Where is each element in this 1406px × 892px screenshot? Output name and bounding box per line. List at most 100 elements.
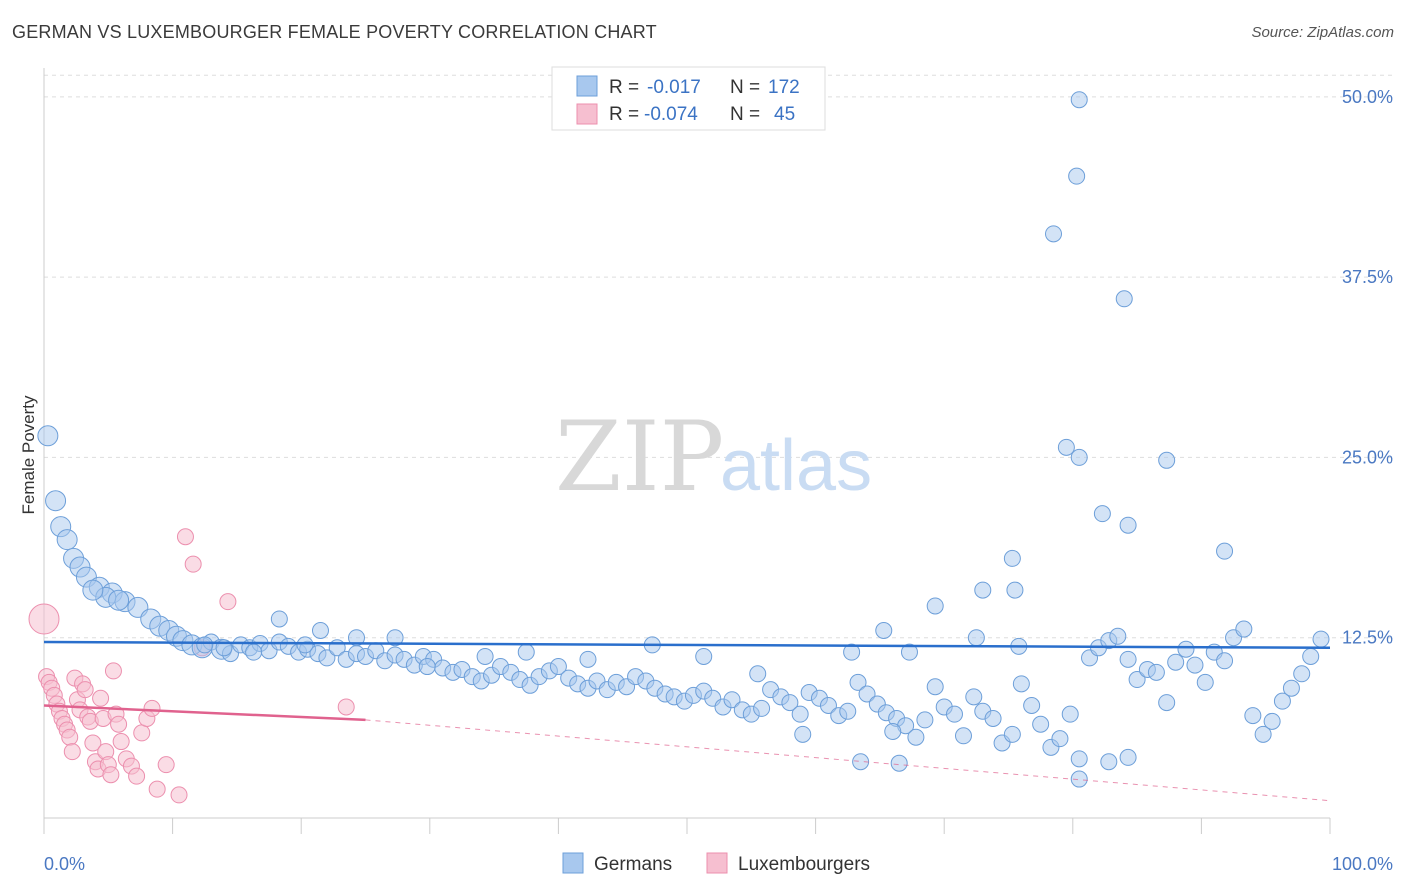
german-point — [1235, 620, 1253, 638]
trend-lines — [43, 640, 1331, 802]
luxembourger-point — [104, 662, 122, 680]
luxembourger-point — [133, 724, 151, 742]
german-point — [1093, 505, 1111, 523]
luxembourger-point — [112, 733, 130, 751]
luxembourger-point — [219, 593, 237, 611]
legend-r-label-germans: R = — [609, 77, 639, 98]
luxembourger-point — [128, 767, 146, 785]
german-point — [954, 727, 972, 745]
german-point — [1032, 715, 1050, 733]
legend-bottom: Germans Luxembourgers — [562, 852, 870, 875]
x-tick-label-min: 0.0% — [44, 854, 85, 874]
chart-title: GERMAN VS LUXEMBOURGER FEMALE POVERTY CO… — [12, 22, 657, 42]
legend-swatch-luxembourgers — [576, 103, 598, 125]
german-point — [1177, 640, 1195, 658]
german-point — [1100, 753, 1118, 771]
luxembourgers-trend-line — [43, 704, 366, 722]
luxembourgers-trend-extension — [365, 719, 1331, 802]
bottom-legend-swatch-germans — [562, 852, 584, 874]
watermark-atlas: atlas — [720, 426, 872, 506]
german-point — [549, 658, 567, 676]
german-point — [974, 581, 992, 599]
german-point — [1109, 627, 1127, 645]
gridlines — [44, 74, 1393, 639]
german-point — [1070, 91, 1088, 109]
german-point — [965, 688, 983, 706]
bottom-legend-luxembourgers: Luxembourgers — [738, 854, 870, 875]
german-point — [1158, 451, 1176, 469]
legend-r-label-luxembourgers: R = — [609, 104, 639, 125]
watermark-zip: ZIP — [555, 401, 724, 513]
german-point — [695, 647, 713, 665]
bottom-legend-swatch-luxembourgers — [706, 852, 728, 874]
german-point — [967, 629, 985, 647]
german-point — [819, 697, 837, 714]
legend-swatch-germans — [576, 75, 598, 97]
german-point — [45, 490, 67, 512]
y-axis-label: Female Poverty — [19, 395, 38, 515]
german-point — [82, 579, 104, 601]
german-point — [311, 622, 329, 639]
german-point — [1051, 730, 1069, 748]
luxembourger-point — [176, 528, 194, 546]
german-point — [108, 589, 130, 611]
german-point — [916, 711, 934, 729]
german-point — [347, 629, 365, 647]
germans-points — [37, 91, 1330, 788]
german-point — [1119, 650, 1137, 668]
german-point — [1254, 725, 1272, 743]
german-point — [907, 728, 925, 746]
german-point — [945, 705, 963, 723]
german-point — [196, 636, 214, 654]
german-point — [1006, 581, 1024, 599]
x-ticks — [43, 818, 1331, 834]
german-point — [1023, 697, 1041, 714]
german-point — [926, 678, 944, 696]
german-point — [579, 650, 597, 668]
german-point — [1119, 516, 1137, 534]
german-point — [318, 649, 336, 667]
german-point — [723, 691, 741, 709]
german-point — [1158, 694, 1176, 712]
german-point — [296, 636, 314, 654]
german-point — [37, 425, 59, 447]
german-point — [1045, 225, 1063, 243]
x-tick-label-max: 100.0% — [1332, 854, 1393, 874]
luxembourger-point — [102, 766, 120, 784]
luxembourger-point — [184, 555, 202, 573]
german-point — [875, 622, 893, 639]
german-point — [1312, 630, 1330, 648]
german-point — [1147, 663, 1165, 681]
luxembourger-point — [76, 681, 94, 699]
y-tick-label: 50.0% — [1342, 87, 1393, 107]
german-point — [843, 643, 861, 661]
legend-top: R = -0.017 N = 172 R = -0.074 N = 45 — [551, 66, 826, 131]
german-point — [1282, 679, 1300, 697]
german-point — [1216, 542, 1234, 560]
luxembourger-point — [63, 743, 81, 761]
german-point — [476, 647, 494, 665]
luxembourger-point — [143, 699, 161, 717]
german-point — [1186, 656, 1204, 674]
luxembourgers-points — [28, 528, 355, 804]
german-point — [1061, 705, 1079, 723]
german-point — [900, 643, 918, 661]
german-point — [1128, 671, 1146, 689]
german-point — [753, 699, 771, 717]
german-point — [270, 610, 288, 628]
german-point — [1263, 712, 1281, 730]
german-point — [849, 673, 867, 691]
german-point — [1070, 448, 1088, 466]
luxembourger-point — [61, 728, 79, 746]
y-tick-labels: 12.5% 25.0% 37.5% 50.0% — [1342, 87, 1393, 648]
german-point — [749, 665, 767, 683]
luxembourger-point — [92, 689, 110, 707]
german-point — [1273, 692, 1291, 710]
german-point — [1216, 652, 1234, 670]
y-tick-label: 12.5% — [1342, 628, 1393, 648]
legend-n-label-luxembourgers: N = — [730, 104, 760, 125]
germans-trend-line — [43, 640, 1331, 650]
german-point — [781, 694, 799, 712]
y-tick-label: 37.5% — [1342, 267, 1393, 287]
